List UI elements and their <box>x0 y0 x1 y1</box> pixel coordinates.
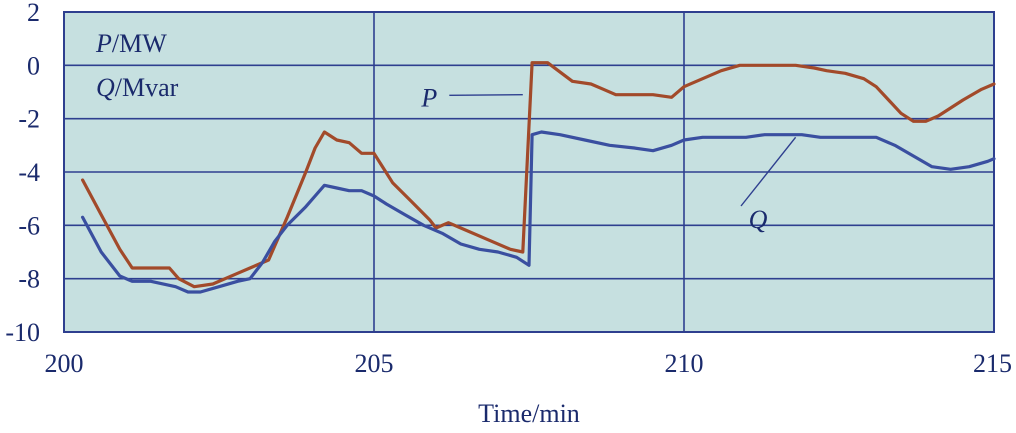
x-tick-label: 215 <box>973 349 1012 378</box>
y-tick-label: -6 <box>18 211 40 240</box>
y-tick-label: 2 <box>27 0 40 27</box>
legend-p-symbol: P <box>95 29 112 58</box>
y-axis-ticks: 2 0 -2 -4 -6 -8 -10 <box>5 0 40 347</box>
legend-p-unit: P/MW <box>95 29 167 58</box>
x-tick-label: 205 <box>355 349 394 378</box>
series-layer <box>80 61 996 294</box>
legend-q-symbol: Q <box>96 73 115 102</box>
y-tick-label: -10 <box>5 318 40 347</box>
series-q-leader-line <box>740 136 797 207</box>
x-axis-title: Time/min <box>478 399 580 428</box>
x-tick-label: 200 <box>45 349 84 378</box>
x-axis-ticks: 200 205 210 215 <box>45 349 1013 378</box>
y-tick-label: 0 <box>27 51 40 80</box>
series-p-leader-line <box>449 93 523 97</box>
series-p-line <box>80 61 996 289</box>
series-q-line <box>80 130 996 294</box>
x-tick-label: 210 <box>665 349 704 378</box>
series-p-label: P <box>420 83 437 112</box>
y-tick-label: -4 <box>18 158 40 187</box>
annotations: PQ <box>420 83 797 234</box>
y-tick-label: -2 <box>18 105 40 134</box>
y-tick-label: -8 <box>18 265 40 294</box>
legend-q-unit-text: /Mvar <box>115 73 179 102</box>
legend-p-unit-text: /MW <box>112 29 167 58</box>
series-q-label: Q <box>749 205 768 234</box>
grid <box>64 12 994 332</box>
legend-q-unit: Q/Mvar <box>96 73 179 102</box>
